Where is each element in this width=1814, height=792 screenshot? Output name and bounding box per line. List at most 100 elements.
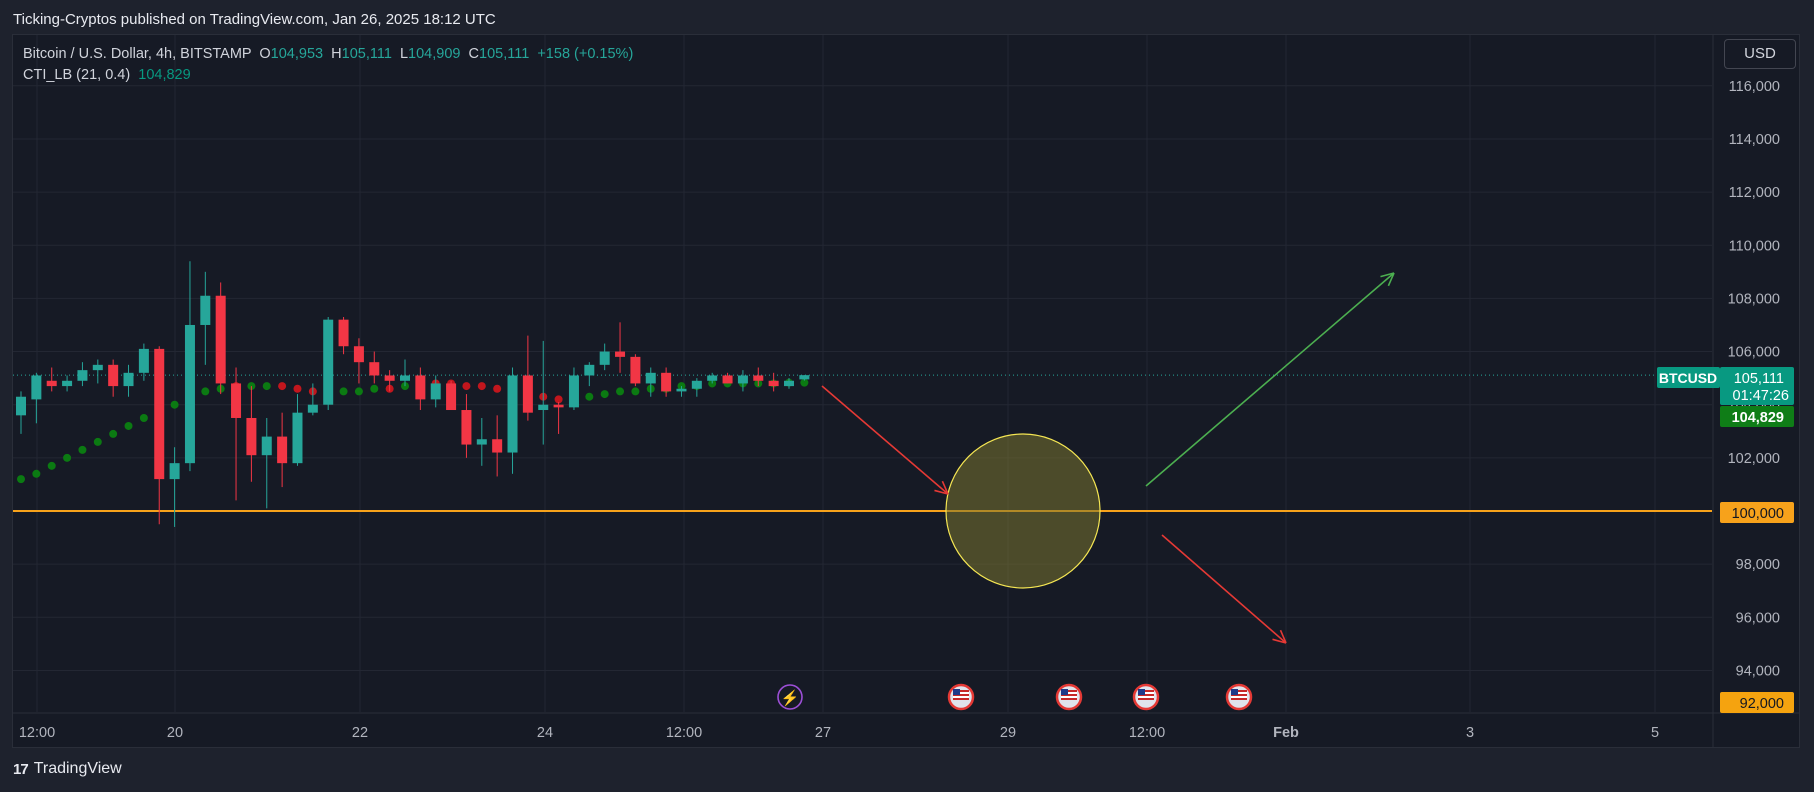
cti-dot [631,387,640,396]
indicator-legend: CTI_LB (21, 0.4) 104,829 [23,67,191,83]
price-tick-label: 106,000 [1728,345,1780,361]
candle-body[interactable] [108,364,119,387]
candle-body[interactable] [338,319,349,347]
arrow-down-second-head [1279,629,1287,644]
candle-body[interactable] [31,375,42,400]
candle-body[interactable] [184,324,195,464]
arrow-up-target[interactable] [1145,272,1395,487]
candle-body[interactable] [599,351,610,365]
arrow-down-second[interactable] [1161,534,1287,644]
candle-body[interactable] [507,375,518,453]
price-tick-label: 98,000 [1736,557,1780,573]
cti-dot [278,382,287,391]
cti-indicator-dots [17,378,809,484]
candle-body[interactable] [292,412,303,464]
candle-body[interactable] [615,351,626,357]
cti-dot [17,475,25,484]
candle-body[interactable] [476,439,487,445]
earnings-icon[interactable] [777,684,803,710]
candle-body[interactable] [768,380,779,387]
candle-body[interactable] [584,364,595,376]
candle-body[interactable] [538,404,549,411]
candle-body[interactable] [200,295,211,325]
candle-body[interactable] [369,362,380,376]
candle-body[interactable] [630,356,641,384]
candle-body[interactable] [154,348,165,480]
tv-logo-icon: 17 [13,760,29,778]
indicator-price-tag[interactable] [1720,406,1794,427]
symbol-tag-bg [1657,367,1720,388]
candle-body[interactable] [400,375,410,381]
candle-body[interactable] [353,346,364,363]
candle-body[interactable] [492,439,503,453]
candle-body[interactable] [46,380,57,387]
price-tick-label: 110,000 [1729,238,1780,254]
time-tick-label: 24 [537,725,553,741]
candle-body[interactable] [553,404,564,408]
arrow-down-first[interactable] [821,385,949,495]
candle-body[interactable] [246,417,257,456]
candle-body[interactable] [384,375,395,381]
current-price-tag[interactable] [1720,367,1794,405]
change-value: +158 (+0.15%) [537,46,634,62]
indicator-price-value: 104,829 [1732,410,1784,426]
candle-body[interactable] [461,410,472,445]
candle-body[interactable] [215,295,226,384]
candle-body[interactable] [323,319,334,405]
high-value: 105,111 [341,46,392,62]
us-flag-stripe-white [1138,696,1154,698]
us-flag-canton [1061,689,1068,695]
target-zone-circle[interactable] [945,433,1101,589]
candle-body[interactable] [138,348,149,373]
candle-body[interactable] [92,364,103,371]
time-axis-labels: 12:00 20 22 24 12:00 27 29 12:00 Feb 3 5 [19,725,1659,741]
candle-body[interactable] [737,375,748,384]
candle-body[interactable] [77,370,88,381]
brand-name: TradingView [33,760,122,777]
candle-body[interactable] [62,380,73,387]
currency-button[interactable]: USD [1724,39,1796,69]
candle-body[interactable] [277,436,288,464]
candle-body[interactable] [691,380,702,389]
candle-body[interactable] [430,383,441,400]
candle-body[interactable] [446,383,457,411]
cti-dot [554,395,563,404]
symbol-title[interactable]: Bitcoin / U.S. Dollar, 4h, BITSTAMP [23,46,252,62]
us-flag-canton [1138,689,1145,695]
tradingview-logo[interactable]: 17 TradingView [13,760,122,778]
time-tick-label: 12:00 [1129,725,1165,741]
candle-body[interactable] [16,396,26,416]
candle-body[interactable] [307,404,318,413]
indicator-name[interactable]: CTI_LB (21, 0.4) [23,67,131,83]
publish-caption: Ticking-Cryptos published on TradingView… [13,11,496,28]
candle-body[interactable] [261,436,272,456]
candle-body[interactable] [123,372,134,387]
candle-body[interactable] [568,375,579,408]
candle-body[interactable] [676,388,687,392]
candle-body[interactable] [522,375,533,413]
support-price-tag[interactable] [1720,502,1794,523]
candle-body[interactable] [753,375,764,381]
us-flag-stripes [953,690,969,700]
candle-body[interactable] [231,383,242,418]
earnings-bolt: ⚡ [781,689,800,707]
cti-dot [585,392,594,401]
candle-body[interactable] [784,380,794,387]
candle-body[interactable] [799,375,810,380]
cti-dot [63,453,72,462]
arrow-up-target-head [1387,272,1395,287]
open-value: 104,953 [270,46,324,62]
candle-body[interactable] [722,375,733,384]
us-flag-stripe-white [1138,692,1154,694]
candle-body[interactable] [645,372,656,384]
cti-dot [339,387,348,396]
candle-body[interactable] [415,375,426,400]
price-tick-label: 96,000 [1736,610,1780,626]
candle-body[interactable] [169,463,180,480]
candle-body[interactable] [707,375,718,381]
symbol-legend: Bitcoin / U.S. Dollar, 4h, BITSTAMP O104… [23,46,633,62]
cti-dot [93,437,102,446]
candle-body[interactable] [661,372,672,392]
price-tick-label: 112,000 [1729,185,1780,201]
